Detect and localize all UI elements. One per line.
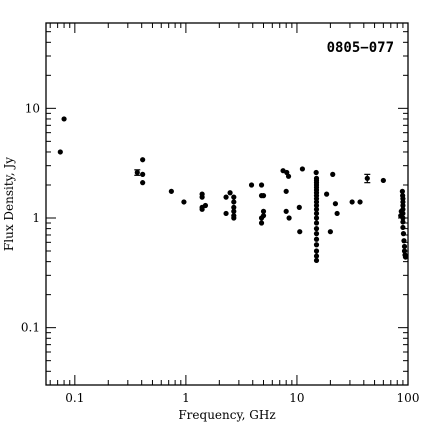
data-point (140, 180, 146, 186)
data-point (286, 215, 292, 221)
data-point (401, 248, 408, 254)
data-point (283, 188, 289, 194)
axis-ticks (46, 22, 409, 386)
data-point (400, 202, 406, 209)
error-bars (134, 169, 371, 184)
data-point (227, 190, 233, 196)
y-tick-label: 1 (32, 211, 40, 225)
data-point (313, 206, 320, 212)
data-point (324, 191, 330, 197)
data-point (400, 210, 406, 217)
data-point (327, 229, 333, 235)
data-point (400, 215, 406, 221)
x-tick-label: 10 (289, 391, 304, 405)
data-point (313, 226, 320, 232)
x-tick-label: 0.1 (65, 391, 84, 405)
chart-title: 0805−077 (327, 40, 394, 56)
data-point (313, 169, 319, 176)
data-point (223, 210, 229, 217)
data-point (313, 248, 320, 254)
data-point (258, 182, 265, 188)
data-point (400, 231, 407, 237)
data-point (140, 171, 146, 177)
data-point (332, 201, 339, 207)
data-point (313, 253, 320, 259)
data-point (313, 210, 320, 217)
data-point (313, 220, 320, 226)
y-axis-label: Flux Density, Jy (2, 157, 16, 251)
data-point (313, 215, 320, 221)
data-point (401, 238, 407, 244)
data-point (400, 206, 406, 212)
data-point (401, 243, 408, 250)
x-axis-label: Frequency, GHz (178, 408, 275, 422)
data-point (260, 208, 267, 214)
data-point (283, 208, 289, 214)
data-point (400, 219, 406, 225)
data-point (248, 182, 255, 188)
data-point (258, 215, 265, 221)
data-point (260, 193, 267, 199)
data-point (349, 199, 355, 205)
data-points (57, 116, 409, 264)
x-tick-label: 1 (182, 391, 190, 405)
data-point (400, 224, 406, 231)
data-point (231, 215, 237, 221)
data-point (313, 236, 320, 242)
data-point (357, 199, 363, 205)
data-point (134, 169, 140, 176)
data-point (313, 257, 320, 264)
data-point (313, 231, 320, 237)
data-point (231, 194, 237, 200)
data-point (140, 157, 146, 163)
data-point (199, 194, 205, 200)
data-point (299, 166, 306, 172)
x-tick-label: 100 (397, 391, 420, 405)
data-point (231, 204, 237, 210)
data-point (199, 206, 205, 212)
data-point (231, 208, 237, 214)
data-point (402, 254, 409, 260)
data-point (168, 188, 174, 194)
data-point (223, 194, 229, 200)
x-tick-labels: 0.1 1 10 100 (65, 391, 419, 405)
data-point (313, 202, 320, 209)
data-point (364, 175, 370, 181)
data-point (285, 173, 292, 179)
data-point (258, 220, 265, 226)
y-tick-label: 10 (25, 101, 40, 115)
data-point (202, 202, 209, 209)
y-tick-labels: 0.1 1 10 (21, 101, 40, 334)
data-point (313, 242, 320, 248)
data-point (296, 204, 302, 210)
data-point (231, 199, 237, 205)
data-point (399, 188, 405, 194)
data-point (297, 229, 303, 235)
data-point (334, 210, 340, 217)
data-point (57, 149, 63, 155)
data-point (61, 116, 67, 122)
data-point (181, 199, 187, 205)
data-point (330, 171, 336, 177)
data-point (380, 177, 386, 184)
y-tick-label: 0.1 (21, 321, 40, 335)
plot-frame (45, 22, 409, 386)
